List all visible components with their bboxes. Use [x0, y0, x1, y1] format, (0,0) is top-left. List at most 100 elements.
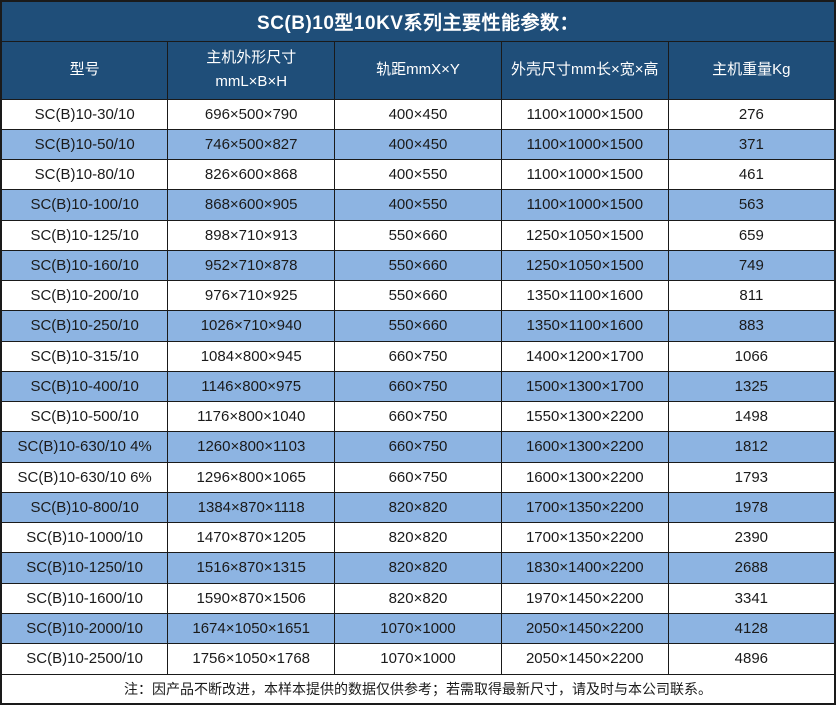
- table-cell-host-weight: 371: [667, 128, 836, 161]
- table-cell-shell-dimensions: 2050×1450×2200: [500, 643, 669, 675]
- table-cell-host-weight: 1793: [667, 461, 836, 493]
- table-cell-shell-dimensions: 1250×1050×1500: [500, 219, 669, 251]
- table-cell-model: SC(B)10-800/10: [0, 491, 169, 524]
- title-row: SC(B)10型10KV系列主要性能参数：: [0, 0, 836, 42]
- table-cell-track-gauge: 660×750: [334, 400, 502, 433]
- table-cell-track-gauge: 550×660: [334, 310, 502, 342]
- table-cell-model: SC(B)10-2500/10: [0, 643, 169, 675]
- table-cell-model: SC(B)10-1600/10: [0, 582, 169, 614]
- table-cell-track-gauge: 400×450: [334, 98, 502, 130]
- footer-note: 注：因产品不断改进，本样本提供的数据仅供参考；若需取得最新尺寸，请及时与本公司联…: [0, 673, 836, 705]
- table-cell-host-dimensions: 1176×800×1040: [167, 400, 336, 433]
- table-cell-track-gauge: 820×820: [334, 552, 502, 584]
- table-cell-shell-dimensions: 1100×1000×1500: [500, 158, 669, 191]
- table-row: SC(B)10-160/10 952×710×878 550×660 1250×105…: [0, 249, 836, 282]
- note-row: 注：因产品不断改进，本样本提供的数据仅供参考；若需取得最新尺寸，请及时与本公司联…: [0, 673, 836, 705]
- table-cell-model: SC(B)10-400/10: [0, 370, 169, 403]
- table-cell-host-dimensions: 826×600×868: [167, 158, 336, 191]
- table-cell-model: SC(B)10-160/10: [0, 249, 169, 282]
- table-cell-host-weight: 883: [667, 310, 836, 342]
- table-cell-host-dimensions: 1084×800×945: [167, 340, 336, 372]
- table-cell-shell-dimensions: 1350×1100×1600: [500, 279, 669, 312]
- table-cell-shell-dimensions: 1600×1300×2200: [500, 461, 669, 493]
- table-cell-track-gauge: 1070×1000: [334, 643, 502, 675]
- table-cell-track-gauge: 1070×1000: [334, 612, 502, 645]
- table-row: SC(B)10-1250/10 1516×870×1315 820×820 1830×…: [0, 552, 836, 584]
- table-cell-shell-dimensions: 1700×1350×2200: [500, 491, 669, 524]
- table-cell-host-dimensions: 1026×710×940: [167, 310, 336, 342]
- table-cell-host-weight: 1066: [667, 340, 836, 372]
- table-cell-host-dimensions: 746×500×827: [167, 128, 336, 161]
- table-cell-shell-dimensions: 1100×1000×1500: [500, 128, 669, 161]
- table-cell-model: SC(B)10-125/10: [0, 219, 169, 251]
- table-row: SC(B)10-30/10 696×500×790 400×450 1100×1000…: [0, 98, 836, 130]
- table-cell-shell-dimensions: 1970×1450×2200: [500, 582, 669, 614]
- table-cell-host-weight: 276: [667, 98, 836, 130]
- column-header-line: 主机重量Kg: [712, 61, 791, 78]
- column-header-line: 外壳尺寸mm长×宽×高: [511, 61, 659, 78]
- table-cell-model: SC(B)10-100/10: [0, 189, 169, 221]
- table-cell-model: SC(B)10-50/10: [0, 128, 169, 161]
- table-row: SC(B)10-500/10 1176×800×1040 660×750 1550×1…: [0, 400, 836, 433]
- table-row: SC(B)10-250/10 1026×710×940 550×660 1350×11…: [0, 310, 836, 342]
- table-row: SC(B)10-800/10 1384×870×1118 820×820 1700×1…: [0, 491, 836, 524]
- column-header-line: 轨距mmX×Y: [376, 61, 460, 78]
- table-cell-host-dimensions: 1146×800×975: [167, 370, 336, 403]
- table-cell-shell-dimensions: 1700×1350×2200: [500, 521, 669, 554]
- table-cell-model: SC(B)10-630/10 6%: [0, 461, 169, 493]
- table-cell-model: SC(B)10-1000/10: [0, 521, 169, 554]
- table-cell-host-weight: 1325: [667, 370, 836, 403]
- table-row: SC(B)10-125/10 898×710×913 550×660 1250×105…: [0, 219, 836, 251]
- table-cell-track-gauge: 550×660: [334, 219, 502, 251]
- table-row: SC(B)10-630/10 4% 1260×800×1103 660×750 160…: [0, 431, 836, 463]
- table-cell-host-weight: 3341: [667, 582, 836, 614]
- table-cell-model: SC(B)10-630/10 4%: [0, 431, 169, 463]
- table-cell-host-dimensions: 1590×870×1506: [167, 582, 336, 614]
- table-cell-model: SC(B)10-2000/10: [0, 612, 169, 645]
- table-cell-host-weight: 4128: [667, 612, 836, 645]
- table-cell-host-dimensions: 696×500×790: [167, 98, 336, 130]
- table-cell-host-weight: 2390: [667, 521, 836, 554]
- table-cell-host-dimensions: 1756×1050×1768: [167, 643, 336, 675]
- table-cell-host-dimensions: 1674×1050×1651: [167, 612, 336, 645]
- table-row: SC(B)10-630/10 6% 1296×800×1065 660×750 160…: [0, 461, 836, 493]
- table-row: SC(B)10-2500/10 1756×1050×1768 1070×1000 20…: [0, 643, 836, 675]
- table-cell-model: SC(B)10-250/10: [0, 310, 169, 342]
- table-cell-shell-dimensions: 1350×1100×1600: [500, 310, 669, 342]
- table-cell-model: SC(B)10-1250/10: [0, 552, 169, 584]
- table-cell-host-dimensions: 1384×870×1118: [167, 491, 336, 524]
- table-cell-host-weight: 811: [667, 279, 836, 312]
- table-cell-track-gauge: 660×750: [334, 340, 502, 372]
- table-cell-host-dimensions: 1516×870×1315: [167, 552, 336, 584]
- table-cell-host-dimensions: 1260×800×1103: [167, 431, 336, 463]
- table-cell-shell-dimensions: 1550×1300×2200: [500, 400, 669, 433]
- table-cell-host-weight: 1812: [667, 431, 836, 463]
- table-cell-host-dimensions: 1296×800×1065: [167, 461, 336, 493]
- table-cell-model: SC(B)10-500/10: [0, 400, 169, 433]
- column-header-line: 主机外形尺寸: [206, 49, 297, 66]
- header-row: 型号 主机外形尺寸 mmL×B×H 轨距mmX×Y 外壳尺寸mm长×宽×高 主机重量Kg: [0, 40, 836, 100]
- table-cell-host-weight: 1498: [667, 400, 836, 433]
- table-cell-host-dimensions: 952×710×878: [167, 249, 336, 282]
- table-cell-model: SC(B)10-80/10: [0, 158, 169, 191]
- table-body: SC(B)10-30/10 696×500×790 400×450 1100×1000…: [0, 98, 836, 675]
- table-cell-track-gauge: 400×550: [334, 158, 502, 191]
- table-row: SC(B)10-400/10 1146×800×975 660×750 1500×13…: [0, 370, 836, 403]
- table-cell-host-weight: 4896: [667, 643, 836, 675]
- table-cell-shell-dimensions: 1100×1000×1500: [500, 189, 669, 221]
- table-cell-host-weight: 2688: [667, 552, 836, 584]
- column-header-host-weight: 主机重量Kg: [667, 40, 836, 100]
- table-row: SC(B)10-80/10 826×600×868 400×550 1100×1000…: [0, 158, 836, 191]
- column-header-model: 型号: [0, 40, 169, 100]
- table-cell-shell-dimensions: 2050×1450×2200: [500, 612, 669, 645]
- table-cell-track-gauge: 550×660: [334, 249, 502, 282]
- table-cell-shell-dimensions: 1500×1300×1700: [500, 370, 669, 403]
- table-row: SC(B)10-200/10 976×710×925 550×660 1350×110…: [0, 279, 836, 312]
- table-cell-host-weight: 749: [667, 249, 836, 282]
- table-cell-track-gauge: 660×750: [334, 461, 502, 493]
- table-cell-host-dimensions: 1470×870×1205: [167, 521, 336, 554]
- table-cell-track-gauge: 550×660: [334, 279, 502, 312]
- column-header-track-gauge: 轨距mmX×Y: [334, 40, 502, 100]
